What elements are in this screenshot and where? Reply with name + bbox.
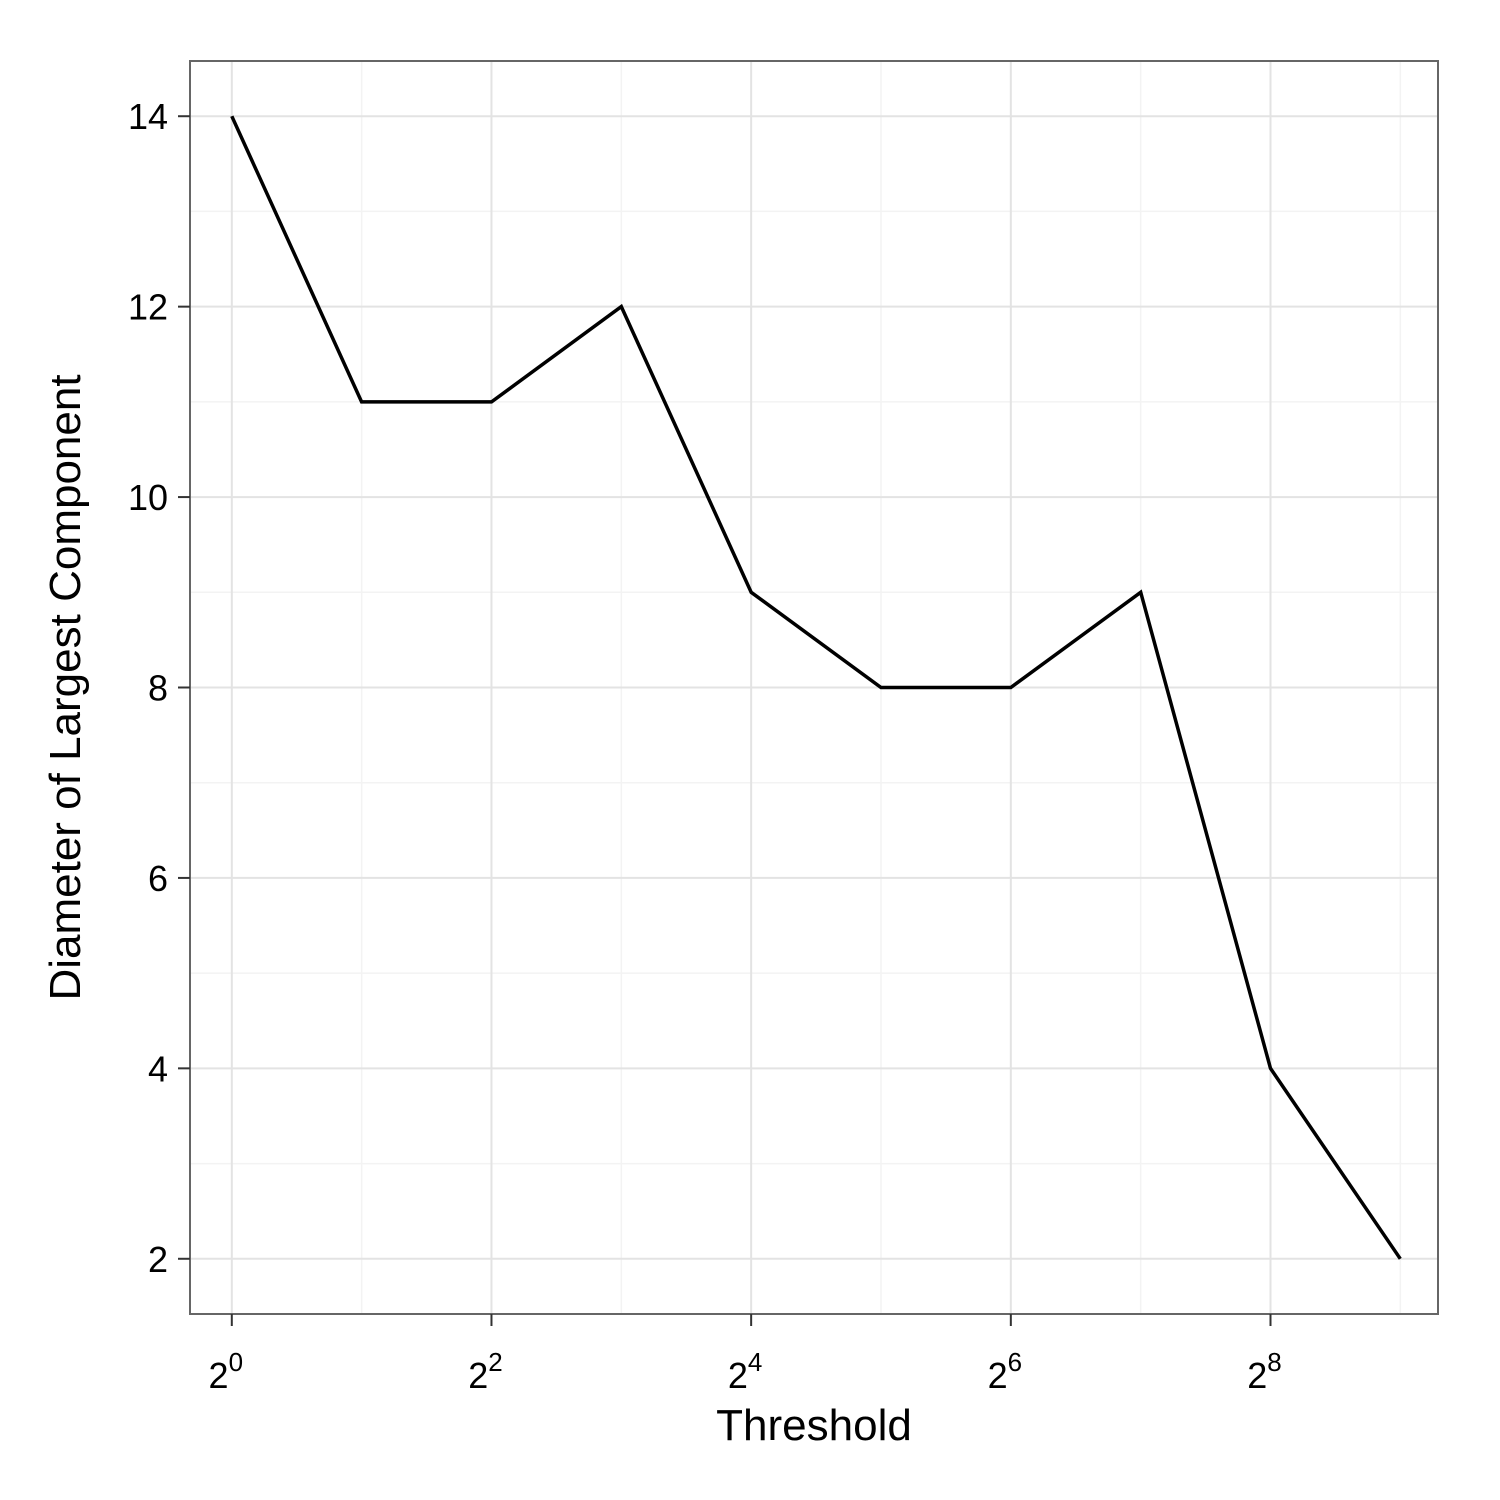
- series-line: [230, 115, 1402, 1260]
- y-tick-label: 12: [128, 287, 168, 328]
- x-tick-label-base: 2: [1247, 1355, 1267, 1396]
- x-tick-label: 28: [1247, 1347, 1282, 1396]
- x-tick-label-exponent: 2: [488, 1347, 502, 1377]
- x-tick-label: 26: [988, 1347, 1022, 1396]
- x-tick-label: 24: [728, 1347, 763, 1396]
- y-tick-label: 4: [148, 1048, 168, 1089]
- x-tick-label-exponent: 8: [1267, 1347, 1281, 1377]
- x-tick-label-base: 2: [728, 1355, 748, 1396]
- series-layer: [230, 115, 1402, 1260]
- y-tick-label: 2: [148, 1239, 168, 1280]
- x-tick-label: 20: [209, 1347, 244, 1396]
- x-tick-label-base: 2: [468, 1355, 488, 1396]
- y-tick-label: 14: [128, 96, 168, 137]
- major-grid: [190, 61, 1438, 1314]
- x-axis-ticks: 20 22 24 26 28: [209, 1314, 1282, 1396]
- x-tick-label-base: 2: [988, 1355, 1008, 1396]
- x-tick-label: 22: [468, 1347, 503, 1396]
- y-axis-title: Diameter of Largest Component: [41, 374, 90, 1000]
- x-tick-label-base: 2: [209, 1355, 229, 1396]
- x-tick-label-exponent: 6: [1008, 1347, 1022, 1377]
- y-tick-label: 8: [148, 668, 168, 709]
- y-tick-label: 6: [148, 858, 168, 899]
- y-axis-ticks: 2 4 6 8 10 12 14: [128, 96, 190, 1280]
- x-tick-label-exponent: 0: [229, 1347, 243, 1377]
- x-axis-title: Threshold: [716, 1401, 912, 1450]
- y-tick-label: 10: [128, 477, 168, 518]
- x-tick-label-exponent: 4: [748, 1347, 762, 1377]
